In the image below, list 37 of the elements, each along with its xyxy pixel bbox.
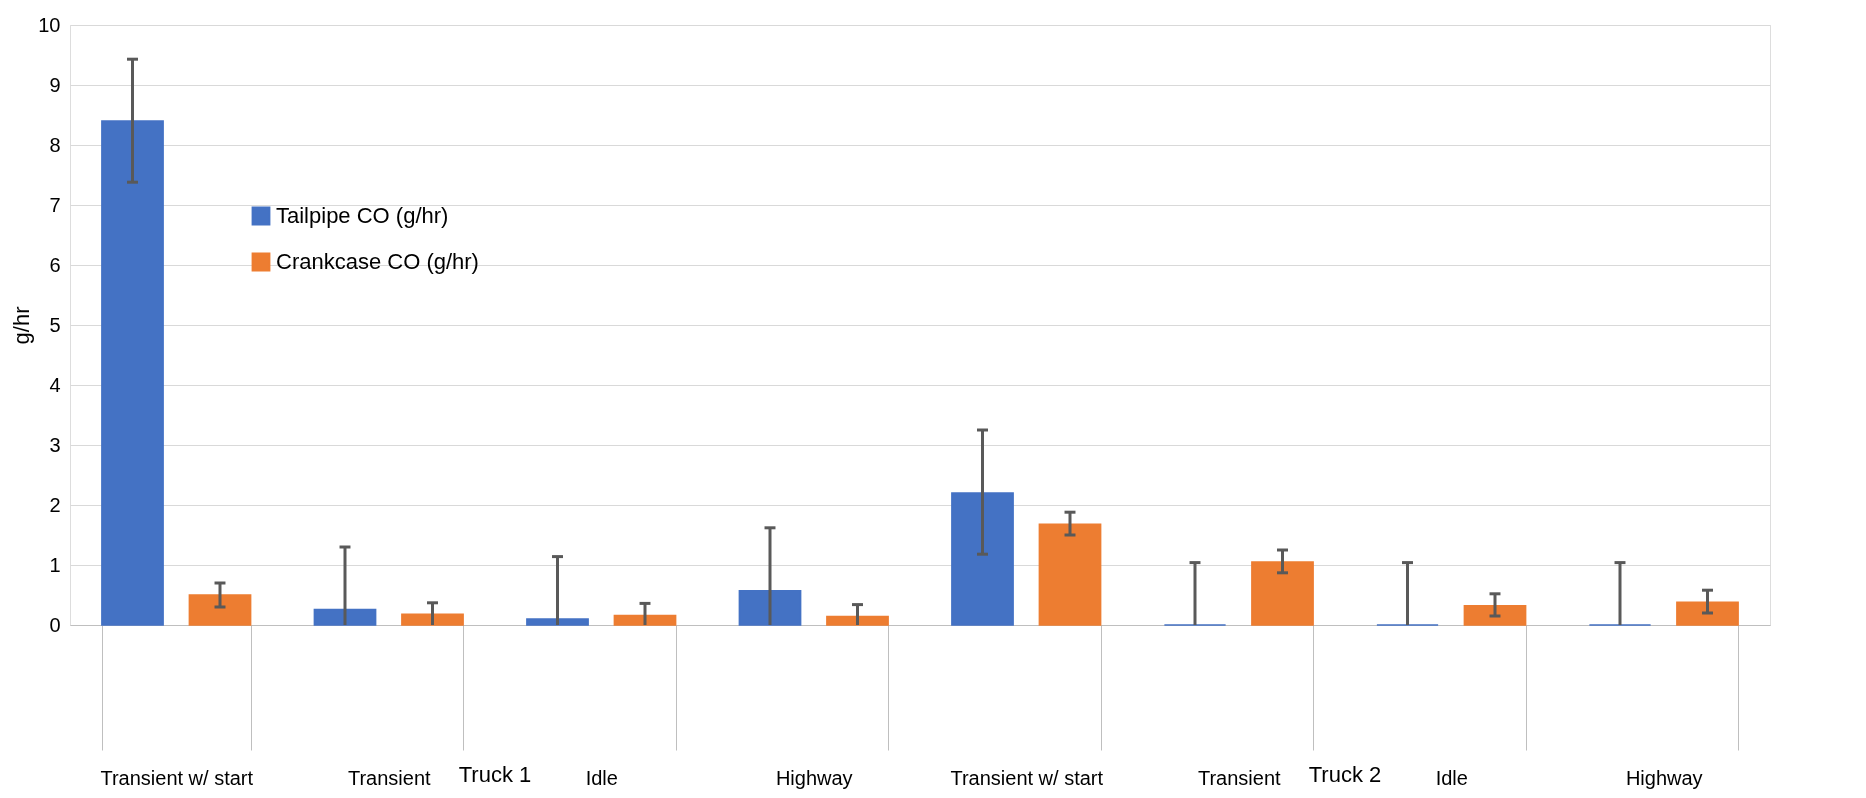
bar [526, 618, 589, 626]
y-tick-label: 8 [49, 133, 61, 156]
bar [613, 614, 677, 626]
bar [313, 608, 377, 626]
x-tick-label: Transient w/ start [950, 766, 1104, 789]
y-tick-label: 0 [49, 613, 61, 636]
bar [1038, 523, 1102, 626]
legend-label: Crankcase CO (g/hr) [276, 249, 479, 274]
x-tick-label: Idle [1435, 766, 1468, 789]
y-tick-label: 2 [49, 493, 61, 516]
bar [401, 613, 464, 626]
y-tick-label: 4 [49, 373, 61, 396]
bar [1463, 605, 1527, 626]
y-tick-label: 1 [49, 553, 61, 576]
bar [101, 120, 164, 626]
bar [951, 492, 1014, 626]
x-tick-label: Highway [1625, 766, 1703, 789]
bar [1676, 601, 1739, 626]
x-tick-label: Idle [585, 766, 618, 789]
bar [826, 615, 889, 626]
legend-label: Tailpipe CO (g/hr) [276, 203, 449, 228]
y-tick-label: 7 [49, 193, 61, 216]
x-tick-label: Transient [1197, 766, 1281, 789]
text: Truck 2 [1308, 762, 1382, 787]
x-tick-label: Transient w/ start [100, 766, 254, 789]
y-tick-label: 9 [49, 73, 61, 96]
y-tick-label: 10 [38, 13, 61, 36]
y-tick-label: 5 [49, 313, 61, 336]
y-tick-label: 3 [49, 433, 61, 456]
bar [1251, 561, 1314, 626]
bar [188, 594, 252, 626]
y-tick-label: 6 [49, 253, 61, 276]
x-tick-label: Transient [347, 766, 431, 789]
text: Truck 1 [458, 762, 532, 787]
bar [738, 590, 802, 626]
x-tick-label: Highway [775, 766, 853, 789]
y-axis-title: g/hr [9, 306, 35, 345]
